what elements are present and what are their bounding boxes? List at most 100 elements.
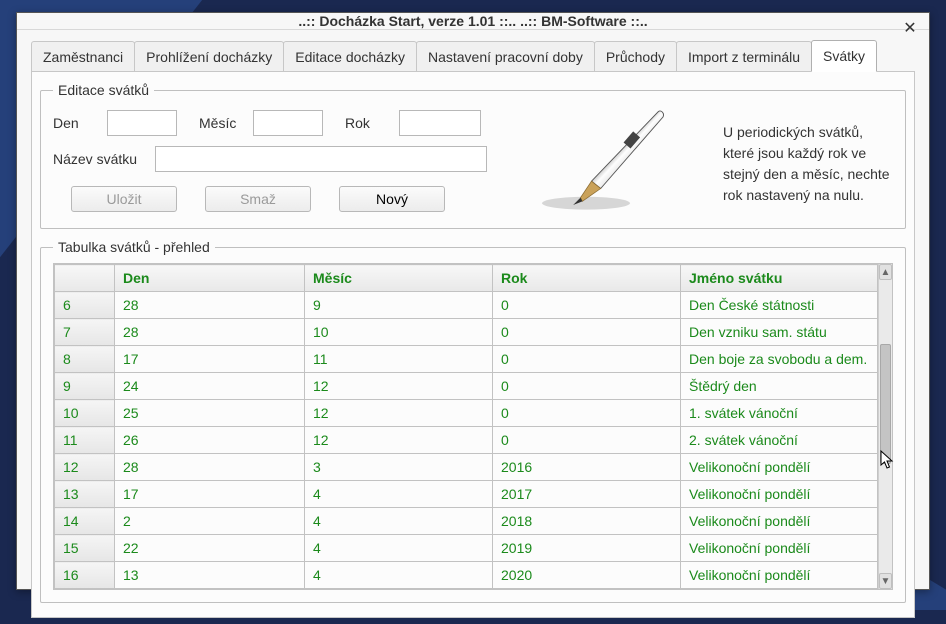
table-row[interactable]: 14242018Velikonoční pondělí bbox=[55, 508, 878, 535]
cell[interactable]: 0 bbox=[493, 373, 681, 400]
tab-import[interactable]: Import z terminálu bbox=[676, 41, 812, 72]
scroll-up-icon[interactable]: ▲ bbox=[879, 264, 892, 280]
table-row[interactable]: 817110Den boje za svobodu a dem. bbox=[55, 346, 878, 373]
tab-zamestnanci[interactable]: Zaměstnanci bbox=[31, 41, 135, 72]
cell[interactable]: 2018 bbox=[493, 508, 681, 535]
table-row[interactable]: 62890Den České státnosti bbox=[55, 292, 878, 319]
close-icon[interactable]: ✕ bbox=[899, 17, 921, 39]
cell[interactable]: 9 bbox=[55, 373, 115, 400]
cell[interactable]: Velikonoční pondělí bbox=[681, 535, 878, 562]
cell[interactable]: 16 bbox=[55, 562, 115, 589]
cell[interactable]: 25 bbox=[115, 400, 305, 427]
cell[interactable]: 7 bbox=[55, 319, 115, 346]
cell[interactable]: 17 bbox=[115, 346, 305, 373]
cell[interactable]: Velikonoční pondělí bbox=[681, 454, 878, 481]
table-row[interactable]: 161342020Velikonoční pondělí bbox=[55, 562, 878, 589]
legend-tabulka: Tabulka svátků - přehled bbox=[53, 239, 215, 255]
col-jmeno[interactable]: Jméno svátku bbox=[681, 265, 878, 292]
cell[interactable]: 0 bbox=[493, 346, 681, 373]
cell[interactable]: 2017 bbox=[493, 481, 681, 508]
cell[interactable]: 12 bbox=[305, 400, 493, 427]
cell[interactable]: 8 bbox=[55, 346, 115, 373]
cell[interactable]: 12 bbox=[305, 427, 493, 454]
tab-svatky[interactable]: Svátky bbox=[811, 40, 877, 72]
cell[interactable]: 3 bbox=[305, 454, 493, 481]
cell[interactable]: 4 bbox=[305, 508, 493, 535]
table-row[interactable]: 152242019Velikonoční pondělí bbox=[55, 535, 878, 562]
cell[interactable]: 0 bbox=[493, 319, 681, 346]
cell[interactable]: 17 bbox=[115, 481, 305, 508]
table-row[interactable]: 11261202. svátek vánoční bbox=[55, 427, 878, 454]
cell[interactable]: Velikonoční pondělí bbox=[681, 508, 878, 535]
vertical-scrollbar[interactable]: ▲ ▼ bbox=[878, 264, 892, 589]
tab-editace[interactable]: Editace docházky bbox=[283, 41, 417, 72]
app-window: ..:: Docházka Start, verze 1.01 ::.. ..:… bbox=[16, 12, 930, 590]
col-index[interactable] bbox=[55, 265, 115, 292]
input-mesic[interactable] bbox=[253, 110, 323, 136]
cell[interactable]: 2 bbox=[115, 508, 305, 535]
info-text: U periodických svátků, které jsou každý … bbox=[723, 116, 893, 206]
table-row[interactable]: 728100Den vzniku sam. státu bbox=[55, 319, 878, 346]
table-row[interactable]: 924120Štědrý den bbox=[55, 373, 878, 400]
tab-pruchody[interactable]: Průchody bbox=[594, 41, 677, 72]
cell[interactable]: 2. svátek vánoční bbox=[681, 427, 878, 454]
new-button[interactable]: Nový bbox=[339, 186, 445, 212]
cell[interactable]: 12 bbox=[305, 373, 493, 400]
cell[interactable]: 13 bbox=[115, 562, 305, 589]
cell[interactable]: 10 bbox=[55, 400, 115, 427]
cell[interactable]: 0 bbox=[493, 400, 681, 427]
cell[interactable]: 4 bbox=[305, 535, 493, 562]
cell[interactable]: 14 bbox=[55, 508, 115, 535]
cell[interactable]: Štědrý den bbox=[681, 373, 878, 400]
table-row[interactable]: 10251201. svátek vánoční bbox=[55, 400, 878, 427]
scroll-thumb[interactable] bbox=[880, 344, 891, 464]
cell[interactable]: 4 bbox=[305, 481, 493, 508]
col-mesic[interactable]: Měsíc bbox=[305, 265, 493, 292]
cell[interactable]: 9 bbox=[305, 292, 493, 319]
cell[interactable]: Den vzniku sam. státu bbox=[681, 319, 878, 346]
table-row[interactable]: 131742017Velikonoční pondělí bbox=[55, 481, 878, 508]
cell[interactable]: 28 bbox=[115, 319, 305, 346]
tab-nastaveni[interactable]: Nastavení pracovní doby bbox=[416, 41, 595, 72]
cell[interactable]: 24 bbox=[115, 373, 305, 400]
cell[interactable]: 28 bbox=[115, 292, 305, 319]
cell[interactable]: Den boje za svobodu a dem. bbox=[681, 346, 878, 373]
save-button[interactable]: Uložit bbox=[71, 186, 177, 212]
cell[interactable]: Den České státnosti bbox=[681, 292, 878, 319]
cell[interactable]: 13 bbox=[55, 481, 115, 508]
cell[interactable]: 4 bbox=[305, 562, 493, 589]
input-nazev[interactable] bbox=[155, 146, 487, 172]
cell[interactable]: 2019 bbox=[493, 535, 681, 562]
cell[interactable]: 11 bbox=[305, 346, 493, 373]
cell[interactable]: Velikonoční pondělí bbox=[681, 481, 878, 508]
svatky-table: Den Měsíc Rok Jméno svátku 62890Den Česk… bbox=[54, 264, 878, 589]
label-mesic: Měsíc bbox=[199, 115, 243, 131]
cell[interactable]: 0 bbox=[493, 292, 681, 319]
cell[interactable]: 12 bbox=[55, 454, 115, 481]
input-rok[interactable] bbox=[399, 110, 481, 136]
cell[interactable]: 6 bbox=[55, 292, 115, 319]
cell[interactable]: 10 bbox=[305, 319, 493, 346]
cell[interactable]: 11 bbox=[55, 427, 115, 454]
cell[interactable]: Velikonoční pondělí bbox=[681, 562, 878, 589]
cell[interactable]: 2020 bbox=[493, 562, 681, 589]
label-den: Den bbox=[53, 115, 97, 131]
cell[interactable]: 1. svátek vánoční bbox=[681, 400, 878, 427]
input-den[interactable] bbox=[107, 110, 177, 136]
cell[interactable]: 2016 bbox=[493, 454, 681, 481]
window-title: ..:: Docházka Start, verze 1.01 ::.. ..:… bbox=[17, 13, 929, 29]
fieldset-tabulka: Tabulka svátků - přehled Den Měsí bbox=[40, 239, 906, 603]
fieldset-editace: Editace svátků Den Měsíc Rok Název svátk bbox=[40, 82, 906, 229]
cell[interactable]: 15 bbox=[55, 535, 115, 562]
cell[interactable]: 26 bbox=[115, 427, 305, 454]
cell[interactable]: 0 bbox=[493, 427, 681, 454]
cell[interactable]: 22 bbox=[115, 535, 305, 562]
delete-button[interactable]: Smaž bbox=[205, 186, 311, 212]
col-rok[interactable]: Rok bbox=[493, 265, 681, 292]
tab-prohlizeni[interactable]: Prohlížení docházky bbox=[134, 41, 284, 72]
col-den[interactable]: Den bbox=[115, 265, 305, 292]
cell[interactable]: 28 bbox=[115, 454, 305, 481]
label-nazev: Název svátku bbox=[53, 151, 145, 167]
table-row[interactable]: 122832016Velikonoční pondělí bbox=[55, 454, 878, 481]
scroll-down-icon[interactable]: ▼ bbox=[879, 573, 892, 589]
